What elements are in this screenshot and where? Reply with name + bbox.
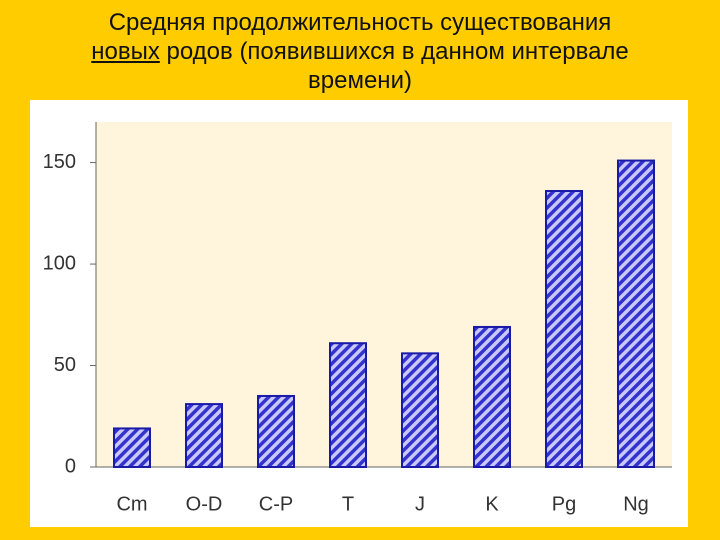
bar (257, 394, 295, 468)
y-tick-label: 100 (43, 252, 76, 274)
bar (401, 352, 439, 468)
bar (113, 427, 151, 468)
x-tick-label: C-P (259, 493, 293, 515)
title-underlined-word: новых (91, 38, 160, 65)
x-tick-label: O-D (186, 493, 223, 515)
bar (545, 190, 583, 468)
title-line: Средняя продолжительность существования (108, 9, 612, 36)
x-tick-label: K (485, 493, 499, 515)
x-tick-label: Pg (552, 493, 576, 515)
bar (617, 159, 655, 468)
bar (329, 342, 367, 468)
bar (473, 325, 511, 468)
x-tick-label: J (415, 493, 425, 515)
x-tick-label: Ng (623, 493, 649, 515)
x-tick-label: T (342, 493, 354, 515)
y-tick-label: 50 (54, 354, 76, 376)
plot-area (96, 122, 672, 467)
y-tick-label: 0 (65, 455, 76, 477)
title-line: времени) (308, 67, 412, 94)
chart-title: Средняя продолжительность существования н… (0, 8, 720, 95)
y-tick-label: 150 (43, 151, 76, 173)
title-line: родов (появившихся в данном интервале (166, 38, 629, 65)
x-tick-label: Cm (116, 493, 147, 515)
bar (185, 403, 223, 468)
